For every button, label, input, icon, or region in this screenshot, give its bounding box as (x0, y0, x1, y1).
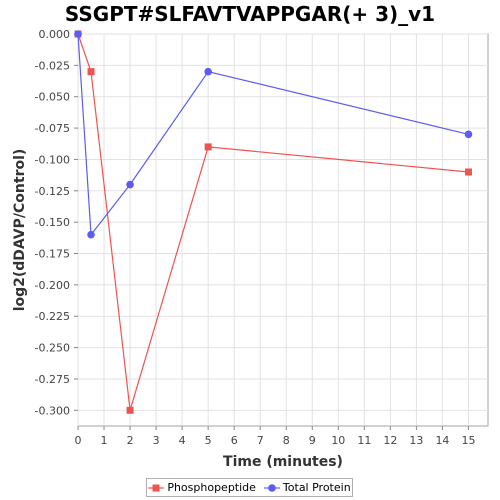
data-point-total-protein (87, 230, 95, 239)
legend: Phosphopeptide Total Protein (146, 478, 353, 497)
y-axis-label: log2(dDAVP/Control) (12, 149, 28, 312)
x-tick-label: 6 (231, 434, 238, 447)
y-tick-label: -0.025 (35, 59, 70, 72)
x-axis-label: Time (minutes) (223, 454, 343, 470)
chart-title: SSGPT#SLFAVTVAPPGAR(+ 3)_v1 (64, 2, 436, 26)
x-tick-label: 0 (75, 434, 82, 447)
y-tick-label: -0.100 (35, 153, 70, 166)
series-layer (74, 30, 473, 414)
data-point-phosphopeptide (126, 406, 134, 414)
data-point-phosphopeptide (204, 143, 212, 151)
x-tick-label: 8 (283, 434, 290, 447)
y-tick-label: -0.200 (35, 279, 70, 292)
legend-label-total-protein: Total Protein (282, 481, 351, 494)
legend-swatch-phosphopeptide (148, 484, 165, 491)
data-point-total-protein (204, 67, 212, 76)
x-tick-label: 15 (461, 434, 475, 447)
x-tick-label: 2 (127, 434, 134, 447)
data-point-total-protein (74, 30, 82, 38)
legend-item-total-protein: Total Protein (263, 481, 351, 494)
y-tick-label: -0.300 (35, 404, 70, 417)
x-tick-label: 14 (435, 434, 449, 447)
data-point-total-protein (126, 180, 134, 189)
x-tick-label: 13 (409, 434, 423, 447)
x-tick-label: 12 (383, 434, 397, 447)
legend-item-phosphopeptide: Phosphopeptide (148, 481, 256, 494)
data-point-total-protein (464, 130, 473, 139)
x-tick-label: 7 (257, 434, 264, 447)
data-point-phosphopeptide (87, 68, 95, 76)
y-tick-label: -0.275 (35, 373, 70, 386)
x-tick-label: 9 (309, 434, 316, 447)
y-tick-label: 0.000 (39, 28, 71, 41)
y-tick-label: -0.175 (35, 248, 70, 261)
axes: 0.000 -0.025 -0.050 -0.075 -0.100 -0.125 -0.15… (35, 28, 476, 447)
gridlines (77, 33, 488, 426)
plot-background (77, 33, 489, 427)
x-tick-label: 4 (179, 434, 186, 447)
x-tick-label: 11 (357, 434, 371, 447)
y-tick-label: -0.125 (35, 185, 70, 198)
y-tick-label: -0.050 (35, 91, 70, 104)
data-point-phosphopeptide (464, 168, 472, 176)
y-tick-label: -0.225 (35, 310, 70, 323)
legend-swatch-total-protein (263, 483, 280, 492)
legend-label-phosphopeptide: Phosphopeptide (167, 481, 256, 494)
y-tick-label: -0.250 (35, 342, 70, 355)
y-tick-label: -0.150 (35, 216, 70, 229)
x-tick-label: 5 (205, 434, 212, 447)
x-tick-label: 1 (101, 434, 108, 447)
x-tick-label: 3 (153, 434, 160, 447)
y-tick-label: -0.075 (35, 122, 70, 135)
x-tick-label: 10 (331, 434, 345, 447)
